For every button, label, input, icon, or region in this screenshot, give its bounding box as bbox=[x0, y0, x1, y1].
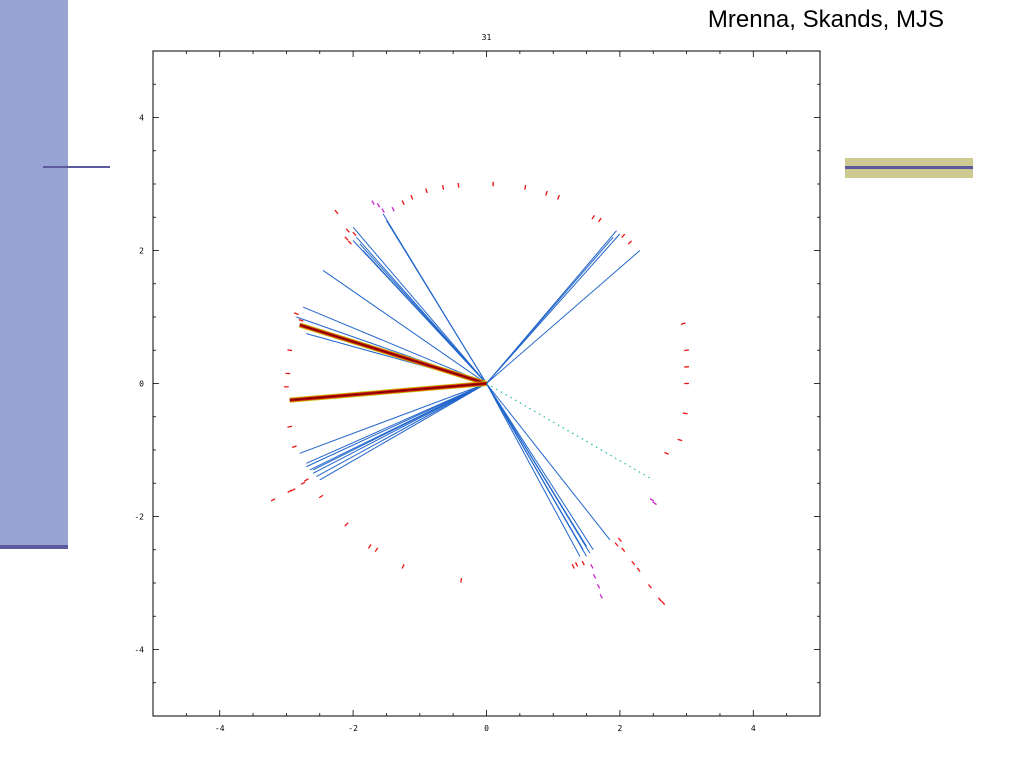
y-tick-label: 4 bbox=[139, 114, 144, 123]
calorimeter-hit bbox=[621, 547, 626, 552]
calorimeter-hit bbox=[410, 194, 414, 200]
calorimeter-hit bbox=[334, 209, 339, 215]
x-tick-label: 4 bbox=[751, 724, 756, 733]
calorimeter-hit bbox=[300, 481, 306, 485]
calorimeter-hit bbox=[270, 498, 276, 502]
calorimeter-hit bbox=[657, 597, 662, 602]
muon-hit bbox=[599, 593, 603, 599]
track-line bbox=[486, 383, 584, 551]
calorimeter-hit bbox=[344, 522, 349, 527]
muon-hit bbox=[649, 498, 655, 502]
calorimeter-hit bbox=[591, 214, 596, 220]
track-line bbox=[302, 306, 487, 384]
y-tick-label: 2 bbox=[139, 247, 144, 256]
calorimeter-hit bbox=[661, 600, 666, 606]
x-tick-label: 0 bbox=[484, 724, 489, 733]
track-line bbox=[486, 383, 611, 541]
calorimeter-hit bbox=[287, 349, 293, 352]
track-line bbox=[486, 383, 581, 557]
tracks-layer bbox=[296, 213, 654, 557]
x-tick-label: -2 bbox=[348, 724, 358, 733]
track-line bbox=[352, 226, 487, 384]
muon-hit bbox=[652, 501, 657, 506]
calorimeter-hit bbox=[621, 233, 626, 239]
calorimeter-hit bbox=[457, 182, 460, 188]
calorimeter-hit bbox=[367, 544, 372, 549]
calorimeter-hit bbox=[636, 567, 641, 572]
track-line bbox=[319, 383, 487, 481]
calorimeter-hit bbox=[571, 563, 575, 569]
chart-title: 31 bbox=[482, 33, 492, 42]
muon-hit bbox=[391, 206, 395, 212]
sidebar-decoration bbox=[0, 0, 68, 549]
calorimeter-hit bbox=[347, 240, 352, 245]
track-line bbox=[486, 233, 621, 384]
calorimeter-hit bbox=[374, 547, 379, 553]
track-line bbox=[322, 270, 487, 384]
jets-layer bbox=[289, 322, 488, 403]
calorimeter-hit bbox=[401, 563, 405, 569]
calorimeter-hit bbox=[344, 236, 349, 241]
track-line bbox=[306, 383, 487, 468]
accent-rule bbox=[845, 166, 973, 169]
y-tick-label: -4 bbox=[134, 646, 144, 655]
calorimeter-hit bbox=[581, 560, 585, 566]
jet-core bbox=[289, 382, 487, 401]
x-tick-label: 2 bbox=[617, 724, 622, 733]
calorimeter-hit bbox=[614, 542, 619, 547]
muon-hit bbox=[371, 200, 375, 205]
author-credit: Mrenna, Skands, MJS bbox=[707, 6, 944, 33]
calorimeter-hit bbox=[401, 200, 405, 206]
x-tick-label: -4 bbox=[215, 724, 225, 733]
y-tick-label: -2 bbox=[134, 513, 144, 522]
calorimeter-hit bbox=[298, 318, 304, 322]
calorimeter-hit bbox=[290, 488, 296, 492]
muon-hit bbox=[590, 564, 594, 569]
calorimeter-hit bbox=[647, 584, 652, 589]
track-line bbox=[362, 250, 487, 384]
calorimeter-hit bbox=[425, 188, 428, 194]
calorimeter-hit bbox=[574, 562, 579, 567]
calorimeter-hit bbox=[352, 231, 357, 237]
calorimeter-hit bbox=[598, 217, 602, 223]
axis-ticks: -4 -2 0 2 4 -4 -2 0 2 4 bbox=[134, 50, 821, 733]
muon-hit bbox=[592, 574, 597, 579]
calorimeter-hit bbox=[682, 412, 688, 415]
track-line bbox=[486, 383, 587, 547]
track-line bbox=[486, 250, 641, 384]
calorimeter-hit bbox=[304, 478, 309, 482]
calorimeter-hit bbox=[345, 228, 350, 233]
calorimeter-hit bbox=[524, 184, 527, 190]
calorimeter-hit bbox=[680, 322, 686, 325]
track-line bbox=[316, 383, 487, 478]
calorimeter-hit bbox=[287, 425, 293, 428]
calorimeter-hit bbox=[318, 494, 324, 499]
track-line bbox=[386, 220, 487, 384]
hits-layer bbox=[270, 181, 690, 606]
calorimeter-hit bbox=[460, 577, 463, 583]
calorimeter-hit bbox=[557, 194, 560, 200]
calorimeter-hit bbox=[293, 312, 299, 316]
y-tick-label: 0 bbox=[139, 380, 144, 389]
calorimeter-hit bbox=[442, 184, 445, 190]
missing-energy-line bbox=[486, 382, 654, 481]
calorimeter-hit bbox=[631, 560, 636, 566]
track-line bbox=[312, 383, 487, 471]
muon-hit bbox=[376, 202, 381, 208]
calorimeter-hit bbox=[545, 190, 548, 196]
calorimeter-hit bbox=[664, 451, 670, 455]
calorimeter-hit bbox=[684, 349, 690, 352]
track-line bbox=[486, 383, 594, 551]
calorimeter-hit bbox=[617, 537, 622, 542]
muon-hit bbox=[596, 583, 601, 589]
muon-hit bbox=[381, 208, 385, 213]
track-line bbox=[299, 383, 487, 454]
sidebar-rule bbox=[43, 166, 110, 168]
calorimeter-hit bbox=[627, 240, 633, 245]
jet-core bbox=[299, 324, 487, 385]
track-line bbox=[306, 383, 487, 464]
calorimeter-hit bbox=[291, 445, 297, 449]
calorimeter-hit bbox=[677, 438, 683, 442]
